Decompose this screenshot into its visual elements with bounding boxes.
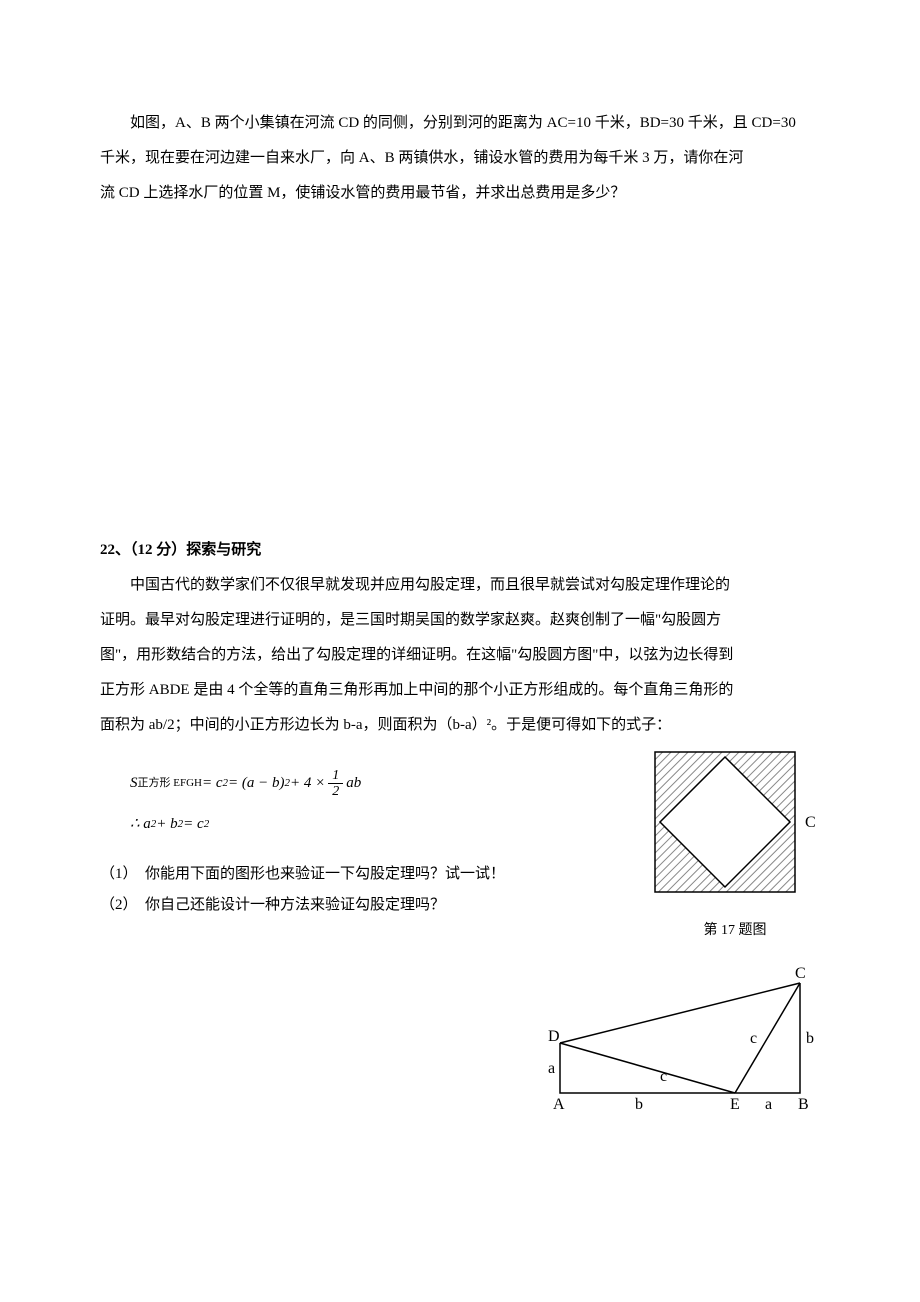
- fig2-label-c1: c: [660, 1068, 667, 1085]
- formula-l2-mid2: = c: [183, 808, 204, 841]
- formula-eq1p1: = c: [202, 767, 223, 800]
- figure2-container: C D A B E a a b b c c: [100, 963, 820, 1123]
- fig2-label-d: D: [548, 1028, 560, 1045]
- fig2-label-e: E: [730, 1096, 740, 1113]
- formula-line2: ∴ a2 + b2 = c2: [130, 808, 630, 841]
- formula-eq1p2: = (a − b): [228, 767, 284, 800]
- problem22-para-line3: 图"，用形数结合的方法，给出了勾股定理的详细证明。在这幅"勾股圆方图"中，以弦为…: [100, 642, 820, 669]
- problem21-line3: 流 CD 上选择水厂的位置 M，使铺设水管的费用最节省，并求出总费用是多少？: [100, 180, 820, 207]
- question-1: （1） 你能用下面的图形也来验证一下勾股定理吗？试一试！: [100, 861, 630, 888]
- formula-eq1p3: + 4 ×: [290, 767, 325, 800]
- figure17-svg: C: [650, 747, 820, 902]
- formula-l2-sup3: 2: [204, 812, 210, 836]
- formula-and-questions: S正方形 EFGH = c2 = (a − b)2 + 4 × 12ab ∴ a…: [100, 747, 630, 923]
- formula-eq1p4: ab: [346, 767, 361, 800]
- problem22-para-line2: 证明。最早对勾股定理进行证明的，是三国时期吴国的数学家赵爽。赵爽创制了一幅"勾股…: [100, 607, 820, 634]
- question-2: （2） 你自己还能设计一种方法来验证勾股定理吗？: [100, 892, 630, 919]
- problem22-header: 22、（12 分）探索与研究: [100, 537, 820, 564]
- formula-subscript: 正方形 EFGH: [138, 771, 202, 795]
- fig2-label-b-upper: B: [798, 1096, 809, 1113]
- fig2-label-c-upper: C: [795, 965, 806, 982]
- formula-fraction: 12: [328, 768, 343, 800]
- formula-l2-prefix: ∴ a: [130, 808, 151, 841]
- formula-line1: S正方形 EFGH = c2 = (a − b)2 + 4 × 12ab: [130, 767, 630, 800]
- fig2-label-a-upper: A: [553, 1096, 565, 1113]
- frac-den: 2: [328, 784, 343, 799]
- fig2-label-a1: a: [548, 1060, 555, 1077]
- fig2-label-c2: c: [750, 1030, 757, 1047]
- formula-l2-mid: + b: [156, 808, 177, 841]
- fig2-label-b2: b: [806, 1030, 814, 1047]
- figure17-container: C 第 17 题图: [650, 747, 820, 943]
- problem21-line1: 如图，A、B 两个小集镇在河流 CD 的同侧，分别到河的距离为 AC=10 千米…: [100, 110, 820, 137]
- formula-block: S正方形 EFGH = c2 = (a − b)2 + 4 × 12ab ∴ a…: [130, 767, 630, 841]
- problem21-line2: 千米，现在要在河边建一自来水厂，向 A、B 两镇供水，铺设水管的费用为每千米 3…: [100, 145, 820, 172]
- figure17-label-c: C: [805, 814, 816, 831]
- frac-num: 1: [328, 768, 343, 784]
- problem22-para-line1: 中国古代的数学家们不仅很早就发现并应用勾股定理，而且很早就尝试对勾股定理作理论的: [100, 572, 820, 599]
- problem22-para-line4: 正方形 ABDE 是由 4 个全等的直角三角形再加上中间的那个小正方形组成的。每…: [100, 677, 820, 704]
- formula-and-figure-row: S正方形 EFGH = c2 = (a − b)2 + 4 × 12ab ∴ a…: [100, 747, 820, 943]
- fig2-label-a2: a: [765, 1096, 772, 1113]
- formula-s: S: [130, 767, 138, 800]
- figure2-svg: C D A B E a a b b c c: [540, 963, 820, 1123]
- problem22-para-line5: 面积为 ab/2；中间的小正方形边长为 b-a，则面积为（b-a）²。于是便可得…: [100, 712, 820, 739]
- figure17-caption: 第 17 题图: [650, 918, 820, 943]
- fig2-label-b1: b: [635, 1096, 643, 1113]
